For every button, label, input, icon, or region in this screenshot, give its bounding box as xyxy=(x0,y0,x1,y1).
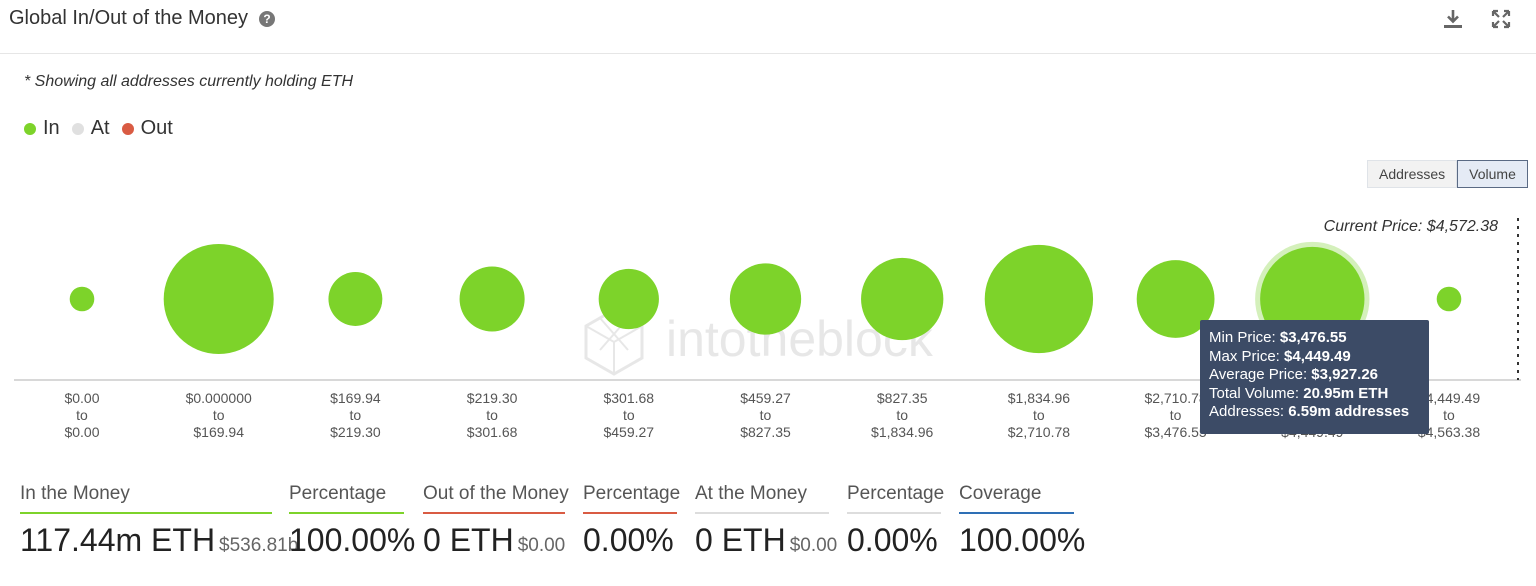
x-tick-label-0: $0.00 to $0.00 xyxy=(64,390,99,440)
holdings-note: * Showing all addresses currently holdin… xyxy=(24,73,354,90)
tooltip-addresses: Addresses: 6.59m addresses xyxy=(1209,403,1410,420)
x-tick-label-8: $2,710.78 to $3,476.55 xyxy=(1144,390,1206,440)
chart-legend: In At Out xyxy=(24,117,185,140)
bubble-3[interactable] xyxy=(459,266,525,332)
legend-item-out[interactable]: Out xyxy=(121,117,173,140)
stat-value: 0.00% xyxy=(583,522,674,558)
bubble-1[interactable] xyxy=(163,244,274,354)
stat-at-the-money: At the Money 0 ETH $0.00 xyxy=(695,480,837,559)
x-tick-label-3: $219.30 to $301.68 xyxy=(467,390,518,440)
legend-dot-at xyxy=(71,122,84,135)
stat-label: Percentage xyxy=(583,480,680,514)
widget-title: Global In/Out of the Money xyxy=(9,7,249,29)
x-tick-label-5: $459.27 to $827.35 xyxy=(740,390,791,440)
expand-icon[interactable] xyxy=(1489,7,1513,31)
addresses-toggle-button[interactable]: Addresses xyxy=(1367,160,1458,188)
tooltip-total-volume: Total Volume: 20.95m ETH xyxy=(1209,384,1389,402)
bubble-0[interactable] xyxy=(69,286,95,312)
summary-stats: In the Money 117.44m ETH $536.81b Percent… xyxy=(20,480,1086,580)
x-tick-label-7: $1,834.96 to $2,710.78 xyxy=(1008,390,1070,440)
stat-value: 100.00% xyxy=(959,522,1086,558)
stat-value: 0 ETH xyxy=(423,522,514,558)
stat-in-the-money: In the Money 117.44m ETH $536.81b xyxy=(20,480,298,559)
bubble-2[interactable] xyxy=(328,272,383,326)
stat-value: 0 ETH xyxy=(695,522,786,558)
tooltip-max-price: Max Price: $4,449.49 xyxy=(1209,347,1351,365)
question-circle-icon[interactable]: ? xyxy=(259,11,275,27)
x-tick-label-1: $0.000000 to $169.94 xyxy=(186,390,252,440)
legend-item-at[interactable]: At xyxy=(71,117,110,140)
stat-at-percentage: Percentage 0.00% xyxy=(847,480,944,559)
x-tick-label-2: $169.94 to $219.30 xyxy=(330,390,381,440)
bubble-8[interactable] xyxy=(1136,260,1215,338)
stat-sub-value: $0.00 xyxy=(789,535,838,556)
bubble-4[interactable] xyxy=(598,268,659,330)
stat-in-percentage: Percentage 100.00% xyxy=(289,480,416,559)
stat-value: 117.44m ETH xyxy=(20,522,216,558)
stat-coverage: Coverage 100.00% xyxy=(959,480,1086,559)
bubble-10[interactable] xyxy=(1436,286,1462,312)
current-price-label: Current Price: $4,572.38 xyxy=(1324,218,1498,235)
stat-value: 0.00% xyxy=(847,522,938,558)
stat-label: Percentage xyxy=(847,480,944,514)
legend-label-in: In xyxy=(43,117,60,139)
legend-label-at: At xyxy=(90,117,110,139)
stat-label: Coverage xyxy=(959,480,1074,514)
stat-out-percentage: Percentage 0.00% xyxy=(583,480,680,559)
x-tick-label-10: $4,449.49 to $4,563.38 xyxy=(1418,390,1480,440)
x-axis-labels: $0.00 to $0.00 $0.000000 to $169.94 $169.94 to $… xyxy=(64,390,1480,440)
tooltip-min-price: Min Price: $3,476.55 xyxy=(1209,329,1347,346)
stat-sub-value: $536.81b xyxy=(219,535,299,556)
bubble-6[interactable] xyxy=(861,257,944,341)
stat-sub-value: $0.00 xyxy=(517,535,566,556)
volume-toggle-button[interactable]: Volume xyxy=(1457,160,1528,188)
legend-dot-out xyxy=(121,122,134,135)
metric-toggle: Addresses Volume xyxy=(1367,160,1528,188)
x-tick-label-6: $827.35 to $1,834.96 xyxy=(871,390,933,440)
stat-label: Out of the Money xyxy=(423,480,569,514)
legend-dot-in xyxy=(24,122,36,135)
price-range-tooltip: Min Price: $3,476.55 Max Price: $4,449.4… xyxy=(1200,320,1429,434)
download-icon[interactable] xyxy=(1441,7,1465,31)
legend-label-out: Out xyxy=(140,117,173,139)
legend-item-in[interactable]: In xyxy=(24,117,60,140)
stat-out-of-the-money: Out of the Money 0 ETH $0.00 xyxy=(423,480,569,559)
tooltip-average-price: Average Price: $3,927.26 xyxy=(1209,366,1379,383)
widget-header: Global In/Out of the Money ? xyxy=(0,0,1536,54)
stat-value: 100.00% xyxy=(289,522,416,558)
bubble-7[interactable] xyxy=(984,244,1094,354)
x-tick-label-4: $301.68 to $459.27 xyxy=(603,390,654,440)
bubble-5[interactable] xyxy=(729,263,802,335)
stat-label: At the Money xyxy=(695,480,829,514)
stat-label: In the Money xyxy=(20,480,272,514)
stat-label: Percentage xyxy=(289,480,404,514)
